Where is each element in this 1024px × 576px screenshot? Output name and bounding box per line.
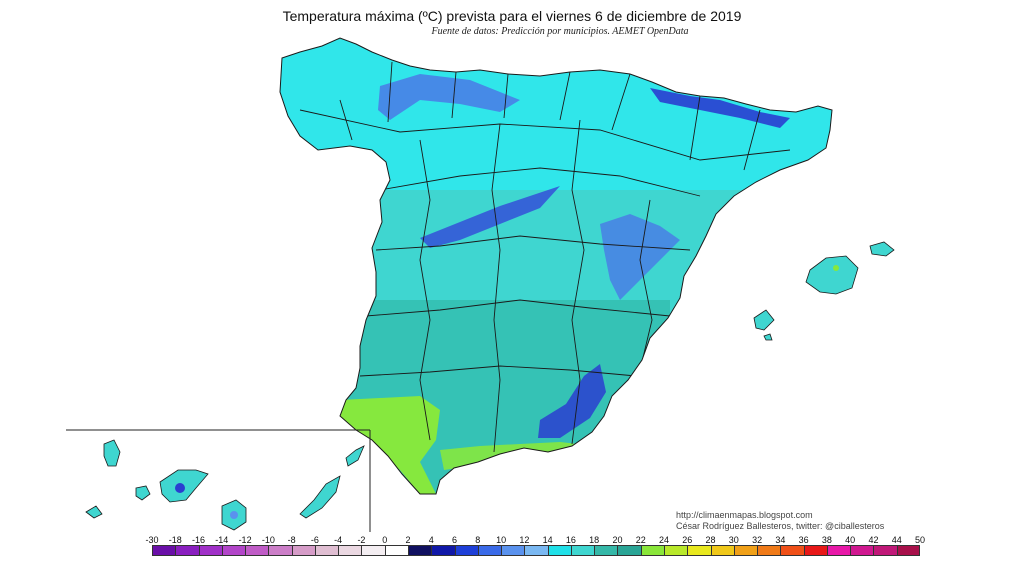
- canary-inset-frame: [66, 429, 371, 532]
- el-hierro: [85, 505, 103, 519]
- canary-islands: [85, 439, 365, 531]
- map-subtitle: Fuente de datos: Predicción por municipi…: [431, 26, 689, 37]
- balearic-islands: [753, 241, 895, 341]
- guadalquivir-warm-zone: [340, 396, 440, 494]
- central-system-cold-zone: [420, 186, 560, 248]
- la-palma: [103, 439, 121, 467]
- pyrenees-cold-zone: [650, 88, 790, 128]
- credits-author: César Rodríguez Ballesteros, twitter: @c…: [676, 521, 885, 531]
- peninsula: [279, 37, 833, 495]
- iberian-system-cold-zone: [600, 214, 680, 300]
- credits-url[interactable]: http://climaenmapas.blogspot.com: [676, 510, 813, 520]
- credits: http://climaenmapas.blogspot.com César R…: [676, 510, 884, 532]
- menorca: [869, 241, 895, 257]
- map-title: Temperatura máxima (ºC) prevista para el…: [282, 8, 742, 24]
- cantabrian-cold-zone: [378, 74, 520, 120]
- sierra-nevada-cold-zone: [538, 364, 606, 438]
- ibiza: [753, 309, 775, 331]
- formentera: [763, 333, 773, 341]
- mallorca: [805, 255, 859, 295]
- la-gomera: [135, 485, 151, 501]
- lanzarote: [345, 445, 365, 467]
- fuerteventura: [299, 475, 341, 519]
